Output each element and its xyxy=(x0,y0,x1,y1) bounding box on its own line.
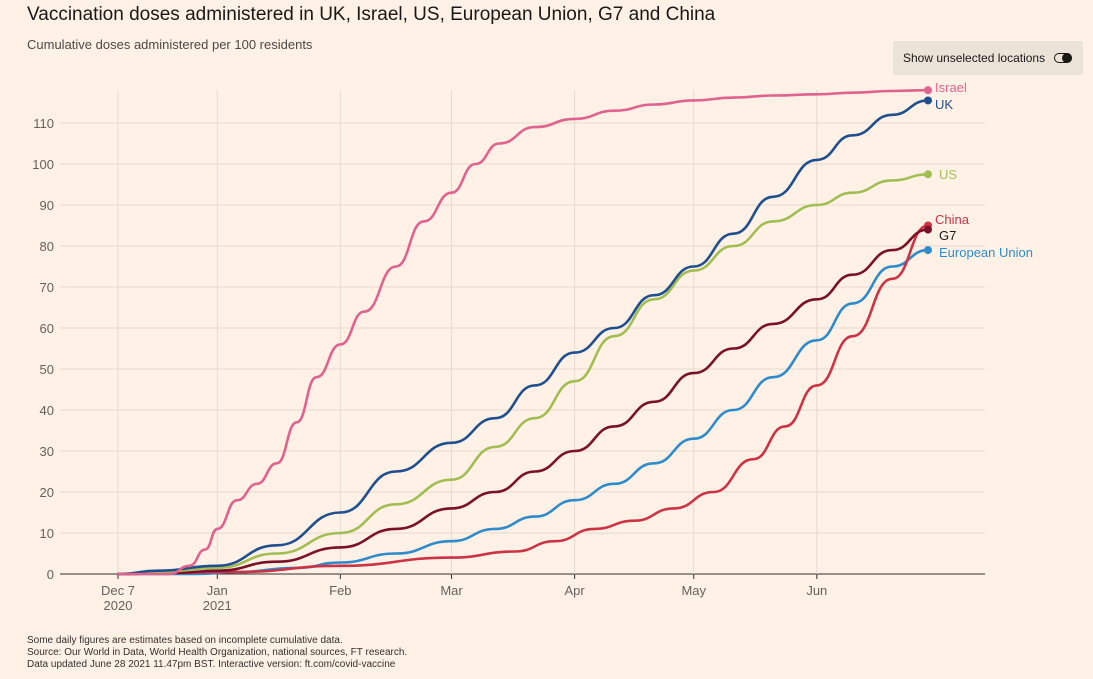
y-tick-label: 20 xyxy=(40,485,54,500)
y-tick-label: 40 xyxy=(40,403,54,418)
series-end-dot-g7 xyxy=(924,225,932,234)
footnote-updated: Data updated June 28 2021 11.47pm BST. I… xyxy=(27,659,396,670)
toggle-label: Show unselected locations xyxy=(903,51,1046,65)
chart-title: Vaccination doses administered in UK, Is… xyxy=(27,4,716,25)
series-end-dot-european-union xyxy=(924,246,932,255)
y-tick-label: 10 xyxy=(40,526,54,541)
footnote-estimates: Some daily figures are estimates based o… xyxy=(27,635,343,646)
x-tick-label: Feb xyxy=(329,583,351,598)
toggle-knob-icon xyxy=(1062,53,1072,63)
series-line-us xyxy=(116,173,930,576)
y-tick-label: 0 xyxy=(47,567,54,582)
y-tick-label: 30 xyxy=(40,444,54,459)
series-line-uk xyxy=(116,99,930,576)
x-tick-year-label: 2021 xyxy=(203,598,232,613)
end-label-us: US xyxy=(939,167,957,182)
series-end-dot-uk xyxy=(924,96,932,105)
end-label-g7: G7 xyxy=(939,228,956,243)
series-end-dot-us xyxy=(924,170,932,179)
series-line-china xyxy=(116,224,930,576)
y-tick-label: 90 xyxy=(40,198,54,213)
series-lines xyxy=(116,86,932,576)
end-label-china: China xyxy=(935,212,970,227)
x-tick-label: Mar xyxy=(440,583,463,598)
y-tick-label: 60 xyxy=(40,321,54,336)
series-line-european-union xyxy=(116,248,930,576)
y-tick-label: 110 xyxy=(33,116,54,131)
x-tick-label: Jun xyxy=(806,583,827,598)
end-label-uk: UK xyxy=(935,97,953,112)
chart-subtitle: Cumulative doses administered per 100 re… xyxy=(27,37,313,52)
y-axis: 0 10 20 30 40 50 60 70 80 90 100 110 xyxy=(32,116,54,582)
footnotes: Some daily figures are estimates based o… xyxy=(27,635,407,671)
y-tick-label: 70 xyxy=(40,280,54,295)
end-label-israel: Israel xyxy=(935,80,967,95)
series-line-israel xyxy=(116,88,930,576)
end-label-european-union: European Union xyxy=(939,245,1033,260)
x-tick-label: Jan xyxy=(207,583,228,598)
series-line-g7 xyxy=(116,228,930,576)
y-tick-label: 80 xyxy=(40,239,54,254)
show-unselected-toggle[interactable]: Show unselected locations xyxy=(893,41,1083,75)
y-tick-label: 100 xyxy=(32,157,54,172)
footnote-source: Source: Our World in Data, World Health … xyxy=(27,647,408,658)
x-tick-year-label: 2020 xyxy=(104,598,133,613)
y-tick-label: 50 xyxy=(40,362,54,377)
x-tick-label: Dec 7 xyxy=(101,583,135,598)
gridlines xyxy=(60,90,985,579)
x-tick-label: May xyxy=(681,583,706,598)
x-tick-label: Apr xyxy=(565,583,586,598)
series-end-dot-israel xyxy=(924,86,932,95)
